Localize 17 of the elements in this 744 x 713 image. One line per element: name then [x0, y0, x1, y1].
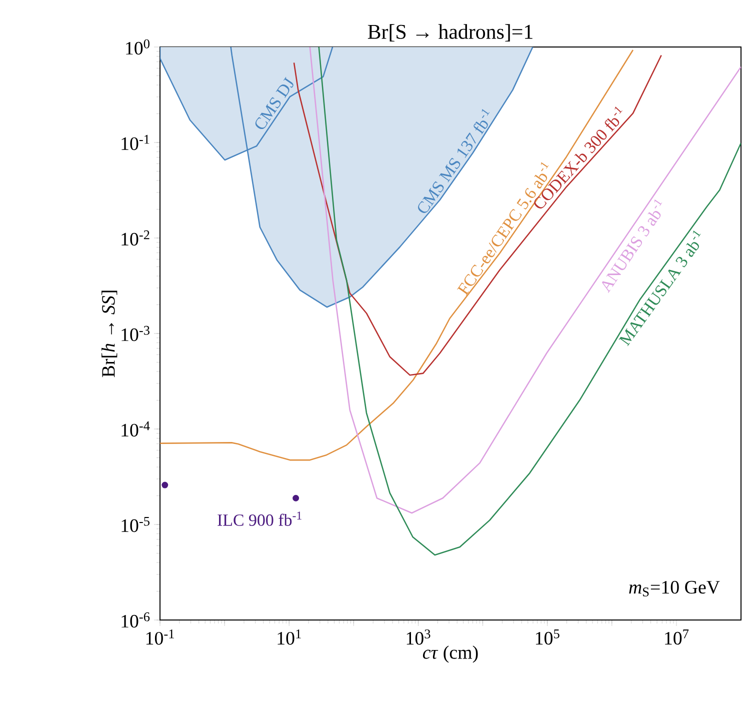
y-tick-label: 10$^{-1}$	[122, 134, 150, 150]
x-tick-label: 10$^{7}$	[665, 630, 689, 645]
x-tick-label: 10$^{5}$	[536, 630, 560, 645]
x-axis-title: cτ (cm)	[422, 646, 478, 663]
y-tick-label: 10$^{-4}$	[122, 421, 150, 437]
y-tick-label: 10$^{0}$	[126, 39, 150, 55]
y-tick-label: 10$^{-2}$	[122, 230, 150, 246]
y-axis-title: Br[h → SS]	[102, 290, 118, 378]
series-label: ILC 900 fb$^{-1}$	[218, 512, 302, 526]
y-tick-label: 10$^{-6}$	[122, 612, 150, 628]
y-tick-label: 10$^{-3}$	[122, 326, 150, 342]
annotation: m$_{S}$=10 GeV	[629, 580, 720, 596]
y-tick-label: 10$^{-5}$	[122, 516, 150, 532]
x-tick-label: 10$^{-1}$	[146, 630, 174, 645]
chart-title: Br[S → hadrons]=1	[368, 24, 532, 42]
x-tick-label: 10$^{1}$	[278, 630, 301, 645]
x-tick-label: 10$^{3}$	[406, 630, 430, 645]
